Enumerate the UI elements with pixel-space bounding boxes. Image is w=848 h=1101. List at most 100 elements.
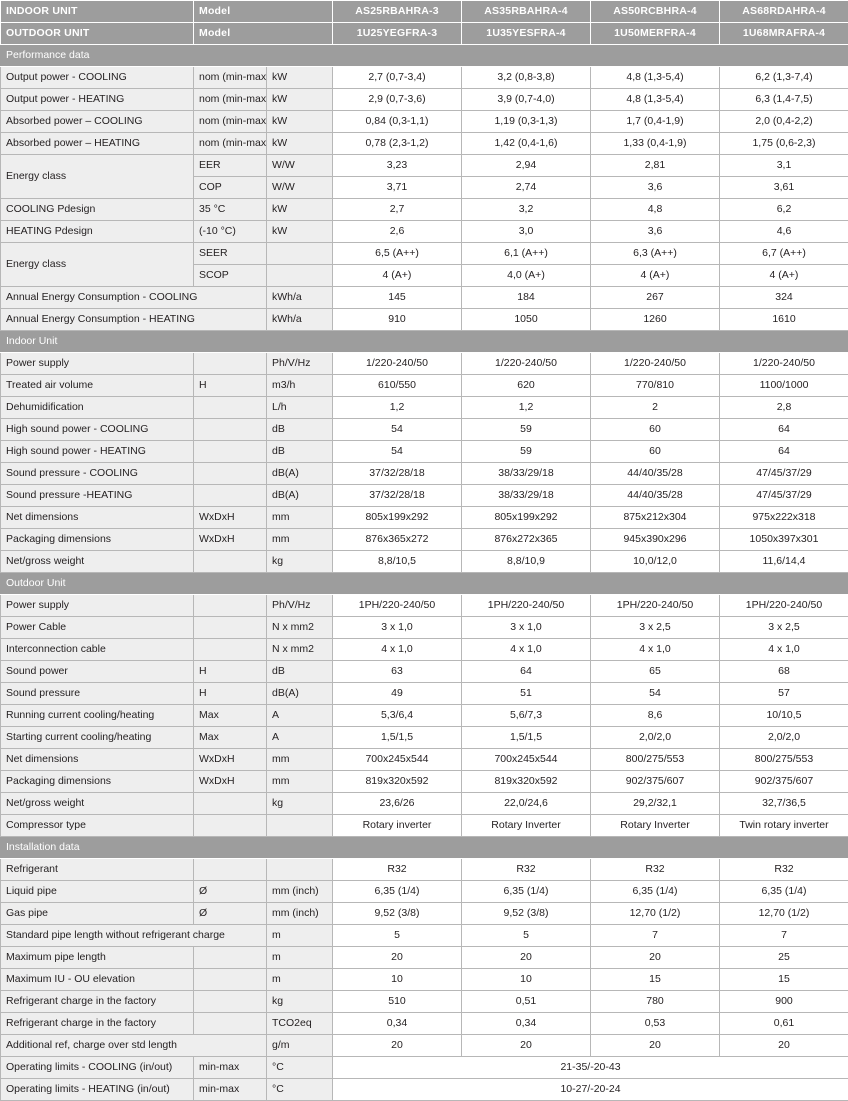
row-value-4: 3 x 2,5	[720, 617, 848, 639]
row-value-3: 945x390x296	[591, 529, 720, 551]
row-sub-label	[194, 463, 267, 485]
row-sub-label	[194, 947, 267, 969]
row-value-1: 54	[333, 441, 462, 463]
row-unit: Ph/V/Hz	[267, 595, 333, 617]
row-unit: kW	[267, 221, 333, 243]
row-value-4: 25	[720, 947, 848, 969]
section-title: Indoor Unit	[1, 331, 848, 353]
row-sub-label: H	[194, 683, 267, 705]
row-value-2: 59	[462, 441, 591, 463]
row-label: Sound pressure	[1, 683, 194, 705]
row-value-1: 8,8/10,5	[333, 551, 462, 573]
row-value-3: 65	[591, 661, 720, 683]
row-value-3: 20	[591, 947, 720, 969]
row-sub-label: H	[194, 661, 267, 683]
row-value-4: 11,6/14,4	[720, 551, 848, 573]
row-unit: kW	[267, 133, 333, 155]
row-value-3: 4,8	[591, 199, 720, 221]
row-value-3: 4,8 (1,3-5,4)	[591, 89, 720, 111]
row-unit: mm	[267, 529, 333, 551]
row-value-2: 2,94	[462, 155, 591, 177]
row-value-3: 7	[591, 925, 720, 947]
row-value-3: 1/220-240/50	[591, 353, 720, 375]
row-value-1: 819x320x592	[333, 771, 462, 793]
row-value-1: 20	[333, 947, 462, 969]
model-caption: Model	[194, 23, 333, 45]
row-label: Compressor type	[1, 815, 194, 837]
row-value-3: 2	[591, 397, 720, 419]
row-sub-label: min-max	[194, 1057, 267, 1079]
row-value-4: 0,61	[720, 1013, 848, 1035]
row-value-4: 4 (A+)	[720, 265, 848, 287]
row-value-4: R32	[720, 859, 848, 881]
row-label: Net/gross weight	[1, 551, 194, 573]
row-sub-label: WxDxH	[194, 749, 267, 771]
row-value-1: 20	[333, 1035, 462, 1057]
row-sub-label	[194, 815, 267, 837]
row-value-2: 819x320x592	[462, 771, 591, 793]
row-value-4: 32,7/36,5	[720, 793, 848, 815]
row-value-2: 64	[462, 661, 591, 683]
row-label: Energy class	[1, 243, 194, 287]
row-value-4: 6,3 (1,4-7,5)	[720, 89, 848, 111]
row-value-3: 3,6	[591, 177, 720, 199]
model-name-2: 1U35YESFRA-4	[462, 23, 591, 45]
row-unit: N x mm2	[267, 617, 333, 639]
row-value-3: R32	[591, 859, 720, 881]
table-row: Operating limits - COOLING (in/out)min-m…	[1, 1057, 848, 1079]
row-value-2: Rotary Inverter	[462, 815, 591, 837]
row-sub-label: Ø	[194, 881, 267, 903]
row-value-4: 1610	[720, 309, 848, 331]
row-sub-label: WxDxH	[194, 529, 267, 551]
row-value-1: R32	[333, 859, 462, 881]
row-value-2: 1,19 (0,3-1,3)	[462, 111, 591, 133]
row-value-4: 64	[720, 419, 848, 441]
row-sub-label: nom (min-max)	[194, 67, 267, 89]
row-unit: m	[267, 925, 333, 947]
row-value-1: 1,2	[333, 397, 462, 419]
row-label: Net/gross weight	[1, 793, 194, 815]
table-row: Operating limits - HEATING (in/out)min-m…	[1, 1079, 848, 1101]
row-label: Sound power	[1, 661, 194, 683]
row-value-2: 1,2	[462, 397, 591, 419]
row-value-3: 0,53	[591, 1013, 720, 1035]
row-sub-label: SCOP	[194, 265, 267, 287]
row-value-4: 1050x397x301	[720, 529, 848, 551]
row-value-1: 63	[333, 661, 462, 683]
row-value-2: 6,1 (A++)	[462, 243, 591, 265]
row-value-2: 5	[462, 925, 591, 947]
row-unit: kW	[267, 67, 333, 89]
row-value-2: 1,5/1,5	[462, 727, 591, 749]
row-value-2: 184	[462, 287, 591, 309]
row-value-2: 38/33/29/18	[462, 485, 591, 507]
row-unit: dB(A)	[267, 485, 333, 507]
row-value-3: 1260	[591, 309, 720, 331]
unit-type-label: OUTDOOR UNIT	[1, 23, 194, 45]
row-value-3: 780	[591, 991, 720, 1013]
section-title: Installation data	[1, 837, 848, 859]
row-value-2: 38/33/29/18	[462, 463, 591, 485]
row-value-4: 6,2	[720, 199, 848, 221]
row-unit: kg	[267, 793, 333, 815]
row-value-1: Rotary inverter	[333, 815, 462, 837]
row-value-2: 9,52 (3/8)	[462, 903, 591, 925]
row-label: Annual Energy Consumption - HEATING	[1, 309, 267, 331]
row-unit: W/W	[267, 177, 333, 199]
row-label: Power Cable	[1, 617, 194, 639]
model-name-3: AS50RCBHRA-4	[591, 1, 720, 23]
